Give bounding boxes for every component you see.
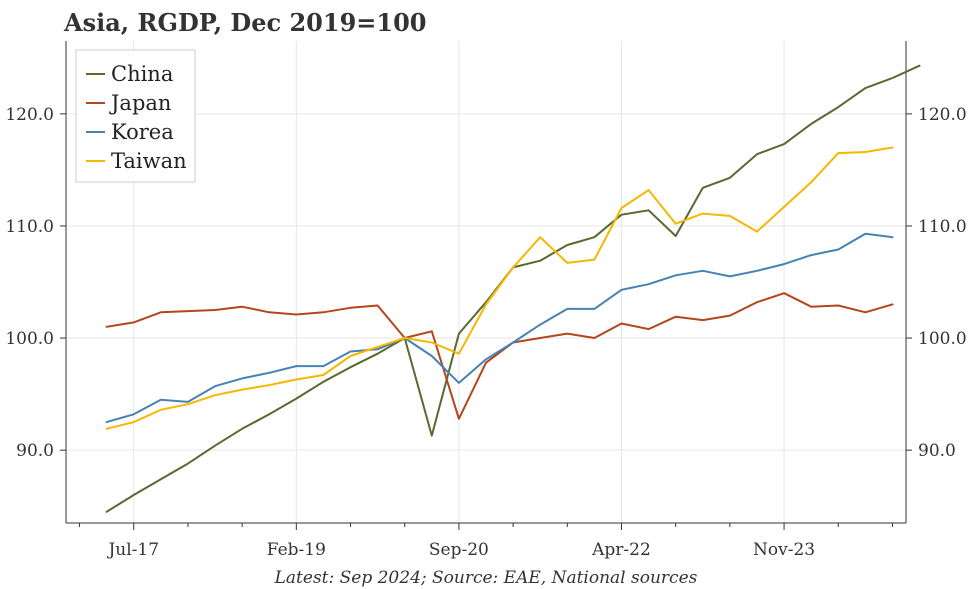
x-tick-label: Nov-23	[753, 540, 815, 560]
axes: 90.0 90.0 100.0 100.0 110.0 110.0 120.0 120.0 Ju…	[5, 41, 967, 560]
legend-label-japan: Japan	[109, 91, 171, 115]
y-tick-label-left: 120.0	[5, 105, 54, 125]
legend: China Japan Korea Taiwan	[75, 49, 196, 183]
legend-label-korea: Korea	[111, 120, 174, 144]
x-tick-label: Feb-19	[267, 540, 326, 560]
legend-label-china: China	[111, 62, 173, 86]
series-line-taiwan	[105, 146, 894, 430]
y-tick-label-left: 100.0	[5, 329, 54, 349]
legend-label-taiwan: Taiwan	[111, 149, 187, 173]
y-tick-label-right: 90.0	[918, 441, 956, 461]
chart-title: Asia, RGDP, Dec 2019=100	[63, 8, 426, 37]
y-tick-label-right: 100.0	[918, 329, 967, 349]
y-tick-label-left: 90.0	[16, 441, 54, 461]
series-line-japan	[105, 292, 894, 420]
series-layer	[105, 64, 921, 513]
x-tick-label: Jul-17	[106, 540, 159, 560]
series-line-korea	[105, 232, 894, 424]
y-tick-label-left: 110.0	[5, 217, 54, 237]
y-tick-label-right: 110.0	[918, 217, 967, 237]
series-line-china	[105, 64, 921, 513]
x-tick-label: Apr-22	[591, 540, 651, 560]
source-note: Latest: Sep 2024; Source: EAE, National …	[274, 568, 698, 588]
x-tick-label: Sep-20	[429, 540, 489, 560]
grid	[66, 41, 906, 523]
y-tick-label-right: 120.0	[918, 105, 967, 125]
